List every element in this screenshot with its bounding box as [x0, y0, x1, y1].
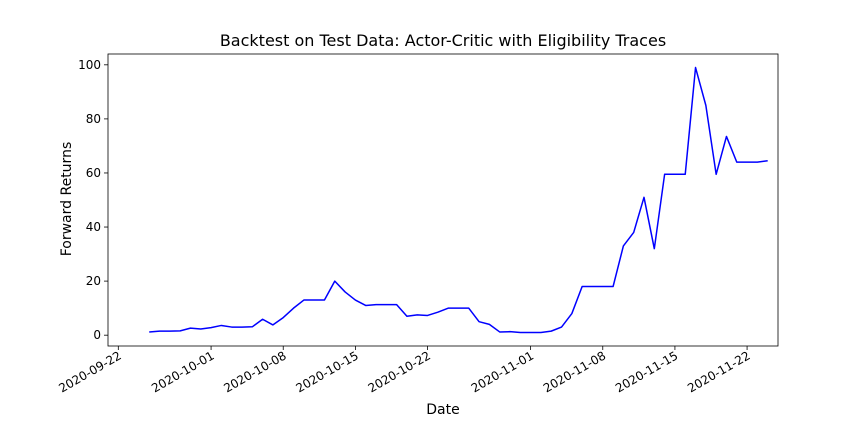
- plot-frame: [107, 53, 779, 347]
- x-axis-label: Date: [426, 402, 459, 418]
- y-axis-label: Forward Returns: [59, 142, 75, 257]
- y-tick-label: 80: [86, 112, 101, 126]
- y-tick-label: 100: [78, 58, 101, 72]
- series-line-0: [149, 66, 768, 334]
- chart-title: Backtest on Test Data: Actor-Critic with…: [220, 31, 666, 50]
- y-tick-label: 0: [93, 328, 101, 342]
- y-tick-label: 40: [86, 220, 101, 234]
- y-tick-label: 60: [86, 166, 101, 180]
- y-tick-label: 20: [86, 274, 101, 288]
